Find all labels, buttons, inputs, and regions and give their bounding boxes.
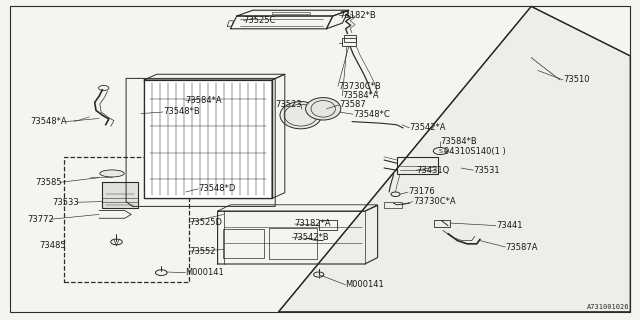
Bar bbox=[319, 220, 337, 230]
Text: M000141: M000141 bbox=[186, 268, 225, 277]
Text: 73548*B: 73548*B bbox=[163, 108, 200, 116]
Text: 73533: 73533 bbox=[52, 198, 79, 207]
Text: 73772: 73772 bbox=[27, 215, 54, 224]
Text: S: S bbox=[438, 148, 442, 154]
Text: 73525C: 73525C bbox=[243, 16, 276, 25]
Text: 73584*B: 73584*B bbox=[440, 137, 477, 146]
Bar bbox=[342, 38, 356, 46]
Bar bbox=[397, 157, 438, 174]
Bar bbox=[344, 35, 356, 42]
Ellipse shape bbox=[306, 98, 341, 120]
Text: 73510: 73510 bbox=[563, 76, 589, 84]
Text: M000141: M000141 bbox=[346, 280, 385, 289]
Text: 73584*A: 73584*A bbox=[342, 92, 379, 100]
Text: 73182*B: 73182*B bbox=[339, 11, 376, 20]
Bar bbox=[269, 228, 317, 259]
Text: 73485: 73485 bbox=[40, 241, 67, 250]
Bar bbox=[384, 202, 402, 208]
Bar bbox=[64, 157, 189, 282]
Polygon shape bbox=[278, 6, 630, 312]
Text: 73542*B: 73542*B bbox=[292, 233, 328, 242]
Bar bbox=[102, 182, 138, 208]
Text: 73548*C: 73548*C bbox=[353, 110, 390, 119]
Text: 73730C*B: 73730C*B bbox=[338, 82, 381, 91]
Text: 73548*A: 73548*A bbox=[31, 117, 67, 126]
Text: 73548*D: 73548*D bbox=[198, 184, 236, 193]
Text: 73585: 73585 bbox=[35, 178, 62, 187]
Text: 73542*A: 73542*A bbox=[410, 124, 446, 132]
Text: 73587A: 73587A bbox=[506, 243, 538, 252]
Ellipse shape bbox=[100, 170, 124, 177]
Ellipse shape bbox=[280, 101, 321, 129]
Text: 73431Q: 73431Q bbox=[416, 166, 449, 175]
Text: 73176: 73176 bbox=[408, 188, 435, 196]
Text: 73584*A: 73584*A bbox=[186, 96, 222, 105]
Text: 73587: 73587 bbox=[339, 100, 366, 109]
Bar bbox=[434, 220, 450, 227]
Text: 04310S140(1 ): 04310S140(1 ) bbox=[444, 147, 505, 156]
Text: A731001026: A731001026 bbox=[587, 304, 629, 310]
Bar bbox=[272, 12, 310, 14]
Text: 73552: 73552 bbox=[189, 247, 215, 256]
Text: 73525D: 73525D bbox=[189, 218, 222, 227]
Bar bbox=[144, 80, 272, 198]
Text: 73730C*A: 73730C*A bbox=[413, 197, 456, 206]
Text: 73441: 73441 bbox=[496, 221, 522, 230]
Text: 73182*A: 73182*A bbox=[294, 220, 331, 228]
Bar bbox=[223, 229, 264, 258]
Text: 73531: 73531 bbox=[474, 166, 500, 175]
Text: 73523: 73523 bbox=[275, 100, 302, 109]
